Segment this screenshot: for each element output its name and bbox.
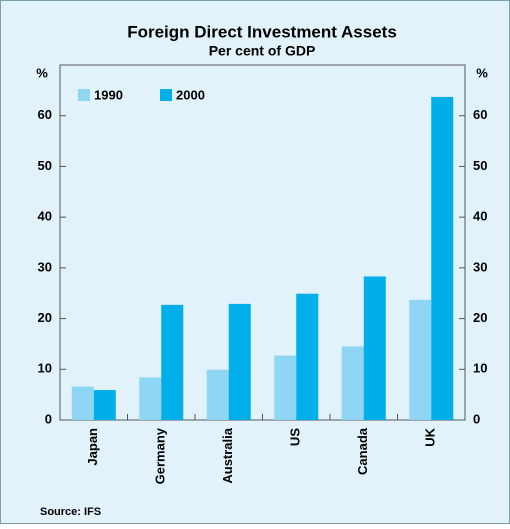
x-tick-label: Japan: [85, 428, 100, 466]
bar: [228, 303, 251, 420]
y-axis-label: %: [36, 65, 48, 80]
x-tick-label: Australia: [220, 427, 235, 483]
legend-label: 2000: [176, 87, 205, 102]
bar: [341, 346, 364, 420]
y-tick-label: 0: [45, 411, 52, 426]
y-tick-label: 30: [38, 259, 52, 274]
legend-swatch: [78, 89, 90, 101]
x-tick-label: Germany: [153, 427, 168, 484]
y-tick-label: 40: [38, 209, 52, 224]
bar: [206, 369, 229, 420]
bar: [363, 276, 386, 420]
source: Source: IFS: [40, 506, 101, 518]
y-tick-label: 50: [38, 158, 52, 173]
y2-tick-label: 10: [473, 361, 487, 376]
y2-tick-label: 40: [473, 209, 487, 224]
x-tick-label: Canada: [355, 427, 370, 475]
chart-subtitle: Per cent of GDP: [209, 43, 316, 59]
y2-tick-label: 30: [473, 259, 487, 274]
y2-tick-label: 60: [473, 107, 487, 122]
legend-label: 1990: [94, 87, 123, 102]
y2-tick-label: 0: [473, 411, 480, 426]
y2-axis-label: %: [476, 65, 488, 80]
bar: [296, 293, 319, 420]
x-tick-label: US: [288, 428, 303, 446]
y-tick-label: 20: [38, 310, 52, 325]
legend-swatch: [160, 89, 172, 101]
chart-title: Foreign Direct Investment Assets: [127, 22, 397, 41]
x-tick-label: UK: [423, 427, 438, 446]
bar: [139, 377, 162, 420]
bar: [93, 390, 116, 420]
bar: [274, 355, 297, 420]
bar: [431, 96, 454, 420]
y-tick-label: 10: [38, 361, 52, 376]
y2-tick-label: 50: [473, 158, 487, 173]
bar: [71, 386, 94, 420]
y2-tick-label: 20: [473, 310, 487, 325]
y-tick-label: 60: [38, 107, 52, 122]
bar: [161, 304, 184, 420]
bar: [409, 299, 432, 420]
